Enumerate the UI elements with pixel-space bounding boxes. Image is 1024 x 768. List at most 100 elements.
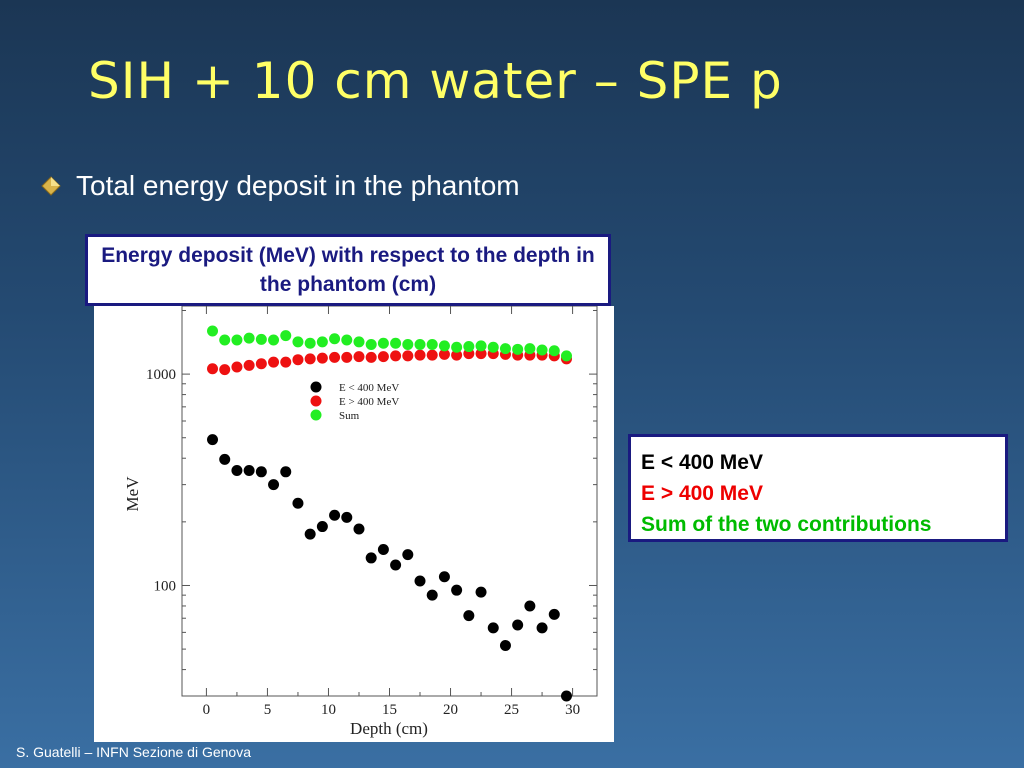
marker-series-2 — [255, 358, 267, 370]
series-legend-box: E < 400 MeV E > 400 MeV Sum of the two c… — [628, 434, 1008, 542]
legend-marker — [310, 409, 322, 421]
marker-series-1 — [438, 571, 450, 583]
diamond-bullet-icon — [41, 176, 61, 196]
legend-marker — [310, 381, 322, 393]
marker-series-1 — [231, 464, 243, 476]
marker-series-3 — [414, 339, 426, 351]
marker-series-1 — [316, 521, 328, 533]
axis-ticks: 0 5 10 15 20 25 30 100 1000 — [146, 306, 597, 718]
marker-series-2 — [329, 351, 341, 363]
bullet-point: Total energy deposit in the phantom — [40, 170, 520, 202]
marker-series-1 — [426, 589, 438, 601]
marker-series-3 — [524, 343, 536, 355]
marker-series-1 — [207, 434, 219, 446]
legend-label: E < 400 MeV — [339, 382, 399, 394]
marker-series-1 — [475, 586, 487, 598]
marker-series-2 — [243, 359, 255, 371]
marker-series-3 — [475, 340, 487, 352]
y-tick-label: 100 — [154, 578, 177, 594]
x-tick-label: 30 — [565, 702, 580, 718]
x-axis-label: Depth (cm) — [350, 719, 428, 738]
marker-series-1 — [268, 479, 280, 491]
legend-line-below-400: E < 400 MeV — [641, 451, 763, 474]
marker-series-1 — [560, 690, 572, 702]
marker-series-1 — [536, 622, 548, 634]
marker-series-3 — [243, 332, 255, 344]
y-axis-label: MeV — [123, 476, 142, 512]
marker-series-1 — [280, 466, 292, 478]
marker-series-2 — [292, 354, 304, 366]
marker-series-3 — [536, 344, 548, 356]
marker-series-3 — [560, 350, 572, 362]
marker-series-2 — [353, 351, 365, 363]
marker-series-1 — [377, 543, 389, 555]
marker-series-3 — [329, 333, 341, 345]
x-tick-label: 10 — [321, 702, 336, 718]
marker-series-3 — [219, 334, 231, 346]
marker-series-1 — [451, 584, 463, 596]
marker-series-3 — [316, 336, 328, 348]
marker-series-1 — [329, 509, 341, 521]
legend-line-above-400: E > 400 MeV — [641, 482, 763, 505]
marker-series-2 — [414, 349, 426, 361]
marker-series-2 — [268, 356, 280, 368]
marker-series-2 — [231, 361, 243, 373]
marker-series-1 — [524, 600, 536, 612]
marker-series-3 — [255, 333, 267, 345]
marker-series-2 — [304, 353, 316, 365]
marker-series-2 — [207, 363, 219, 375]
slide-title: SIH + 10 cm water – SPE p — [88, 52, 783, 110]
x-tick-label: 25 — [504, 702, 519, 718]
chart-panel: 0 5 10 15 20 25 30 100 1000 E < 400 MeV E > 400 M… — [94, 306, 614, 742]
marker-series-1 — [219, 453, 231, 465]
marker-series-2 — [280, 356, 292, 368]
marker-series-1 — [353, 523, 365, 535]
marker-series-3 — [341, 334, 353, 346]
footer-credit: S. Guatelli – INFN Sezione di Genova — [16, 744, 252, 760]
marker-series-1 — [548, 608, 560, 620]
marker-series-3 — [451, 341, 463, 353]
marker-series-1 — [255, 466, 267, 478]
marker-series-1 — [402, 549, 414, 561]
x-tick-label: 5 — [264, 702, 272, 718]
legend-label: E > 400 MeV — [339, 396, 399, 408]
chart-caption: Energy deposit (MeV) with respect to the… — [101, 244, 595, 296]
marker-series-2 — [475, 348, 487, 360]
x-tick-label: 15 — [382, 702, 397, 718]
marker-series-1 — [499, 640, 511, 652]
marker-series-1 — [365, 552, 377, 564]
marker-series-3 — [512, 343, 524, 355]
marker-series-2 — [438, 348, 450, 360]
marker-series-2 — [316, 352, 328, 364]
bullet-text: Total energy deposit in the phantom — [76, 170, 520, 201]
marker-series-3 — [377, 337, 389, 349]
marker-series-3 — [499, 343, 511, 355]
marker-series-3 — [390, 337, 402, 349]
scatter-chart: 0 5 10 15 20 25 30 100 1000 E < 400 MeV E > 400 M… — [123, 306, 598, 738]
marker-series-2 — [377, 351, 389, 363]
legend-line-sum: Sum of the two contributions — [641, 513, 932, 536]
marker-series-2 — [341, 351, 353, 363]
legend-marker — [310, 395, 322, 407]
marker-series-3 — [438, 340, 450, 352]
marker-series-3 — [426, 339, 438, 351]
marker-series-3 — [402, 339, 414, 351]
marker-series-1 — [512, 619, 524, 631]
chart-caption-box: Energy deposit (MeV) with respect to the… — [85, 234, 611, 306]
marker-series-2 — [390, 350, 402, 362]
marker-series-1 — [292, 497, 304, 509]
data-markers — [207, 325, 572, 702]
marker-series-2 — [219, 364, 231, 376]
marker-series-1 — [390, 559, 402, 571]
x-tick-label: 20 — [443, 702, 458, 718]
marker-series-2 — [426, 349, 438, 361]
y-tick-label: 1000 — [146, 367, 176, 383]
marker-series-2 — [365, 351, 377, 363]
marker-series-3 — [280, 330, 292, 342]
marker-series-1 — [341, 511, 353, 523]
marker-series-3 — [463, 341, 475, 353]
marker-series-1 — [304, 528, 316, 540]
marker-series-2 — [451, 349, 463, 361]
marker-series-2 — [402, 350, 414, 362]
marker-series-3 — [268, 334, 280, 346]
